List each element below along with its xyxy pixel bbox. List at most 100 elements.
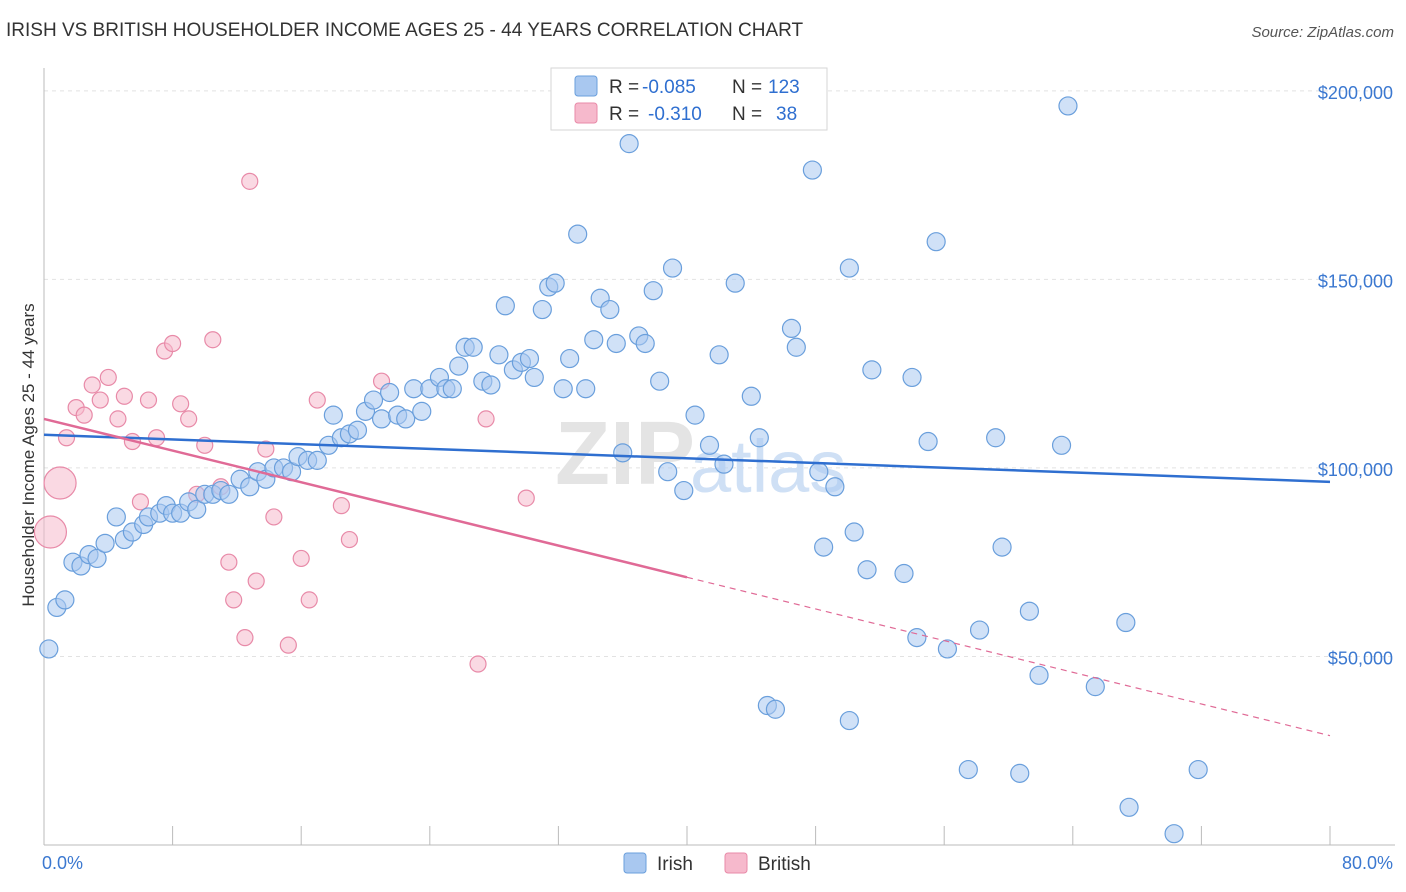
british-point xyxy=(332,497,350,515)
irish-point xyxy=(786,337,806,357)
irish-point xyxy=(606,333,626,354)
irish-point xyxy=(685,405,705,425)
british-point xyxy=(517,489,535,507)
x-tick-label-max: 80.0% xyxy=(1342,853,1393,873)
irish-point xyxy=(839,258,859,278)
irish-point xyxy=(463,337,483,357)
irish-point xyxy=(576,379,596,399)
irish-point xyxy=(371,409,392,429)
irish-point xyxy=(926,232,946,252)
y-axis-label: Householder Income Ages 25 - 44 years xyxy=(19,303,38,606)
irish-point xyxy=(380,382,400,403)
irish-point xyxy=(709,345,729,365)
irish-point xyxy=(187,499,207,520)
legend-irish-r-value: -0.085 xyxy=(642,77,696,98)
series-legend: Irish British xyxy=(623,852,811,875)
irish-point xyxy=(95,533,115,553)
legend-irish-n-label: N = xyxy=(732,77,762,98)
irish-point xyxy=(894,563,914,584)
british-point xyxy=(236,629,254,647)
irish-point xyxy=(1164,824,1184,844)
legend-british-r-value: -0.310 xyxy=(648,104,702,125)
irish-point xyxy=(992,537,1012,557)
irish-point xyxy=(958,759,978,780)
x-tick-labels: 0.0% 80.0% xyxy=(42,853,1393,873)
british-point xyxy=(220,553,238,571)
british-point xyxy=(308,391,326,409)
british-point xyxy=(257,440,275,458)
british-point xyxy=(340,530,359,549)
bottom-legend-irish-swatch xyxy=(623,852,647,874)
y-tick-label: $50,000 xyxy=(1328,648,1393,668)
x-tick-label-min: 0.0% xyxy=(42,853,83,873)
axes xyxy=(43,68,1395,846)
irish-point xyxy=(240,477,260,497)
irish-point xyxy=(1029,665,1049,685)
irish-point xyxy=(404,379,424,399)
british-series xyxy=(33,172,535,673)
british-point xyxy=(91,391,109,409)
irish-point xyxy=(396,409,416,429)
irish-point xyxy=(1188,759,1208,780)
legend-irish-swatch xyxy=(574,75,598,97)
irish-point xyxy=(986,428,1006,448)
irish-point xyxy=(481,375,501,395)
irish-point xyxy=(1010,763,1030,783)
irish-point xyxy=(619,134,639,154)
irish-point xyxy=(568,224,588,244)
irish-point xyxy=(545,273,565,293)
british-point xyxy=(109,410,127,428)
irish-point xyxy=(1085,677,1105,697)
british-point xyxy=(265,508,283,526)
irish-point xyxy=(937,639,958,659)
legend-british-n-value: 38 xyxy=(776,104,797,125)
source-note: Source: ZipAtlas.com xyxy=(1251,24,1394,41)
british-point xyxy=(469,655,487,673)
irish-point xyxy=(442,379,462,399)
british-point xyxy=(99,368,117,387)
irish-point xyxy=(495,296,515,316)
british-point xyxy=(292,549,310,568)
legend-irish-n-value: 123 xyxy=(768,77,800,98)
y-tick-labels: $50,000 $100,000 $150,000 $200,000 xyxy=(1318,83,1393,669)
irish-point xyxy=(902,367,922,388)
irish-point xyxy=(699,435,720,455)
british-point xyxy=(172,395,190,413)
british-point xyxy=(139,391,158,409)
british-trend-extension xyxy=(686,576,1331,737)
y-tick-label: $150,000 xyxy=(1318,271,1393,291)
british-point xyxy=(115,387,133,405)
irish-point xyxy=(781,318,802,339)
irish-point xyxy=(825,477,845,497)
y-tick-label: $100,000 xyxy=(1318,460,1393,480)
british-point xyxy=(225,591,243,609)
irish-point xyxy=(532,299,552,320)
irish-point xyxy=(363,390,384,410)
irish-point xyxy=(741,386,761,406)
legend-british-n-label: N = xyxy=(732,104,762,125)
irish-point xyxy=(844,522,864,542)
british-point xyxy=(75,406,93,424)
irish-point xyxy=(600,299,620,320)
irish-point xyxy=(1116,612,1136,633)
british-point xyxy=(83,376,101,394)
irish-point xyxy=(489,345,509,365)
irish-point xyxy=(650,371,670,391)
irish-point xyxy=(969,620,990,640)
correlation-legend: R = -0.085 N = 123 R = -0.310 N = 38 xyxy=(550,67,828,131)
irish-point xyxy=(1051,435,1072,455)
bottom-legend-british-swatch xyxy=(724,852,748,874)
legend-british-swatch xyxy=(574,102,598,124)
legend-irish-r-label: R = xyxy=(609,77,639,98)
irish-point xyxy=(643,281,663,301)
british-point xyxy=(247,572,265,590)
irish-point xyxy=(553,379,573,399)
british-point xyxy=(279,636,297,654)
irish-point xyxy=(524,367,544,388)
british-point xyxy=(477,410,495,428)
irish-point xyxy=(1058,96,1078,116)
irish-point xyxy=(449,356,469,376)
irish-point xyxy=(714,454,734,474)
irish-point xyxy=(1019,601,1039,621)
bottom-legend-irish-label: Irish xyxy=(657,854,693,875)
